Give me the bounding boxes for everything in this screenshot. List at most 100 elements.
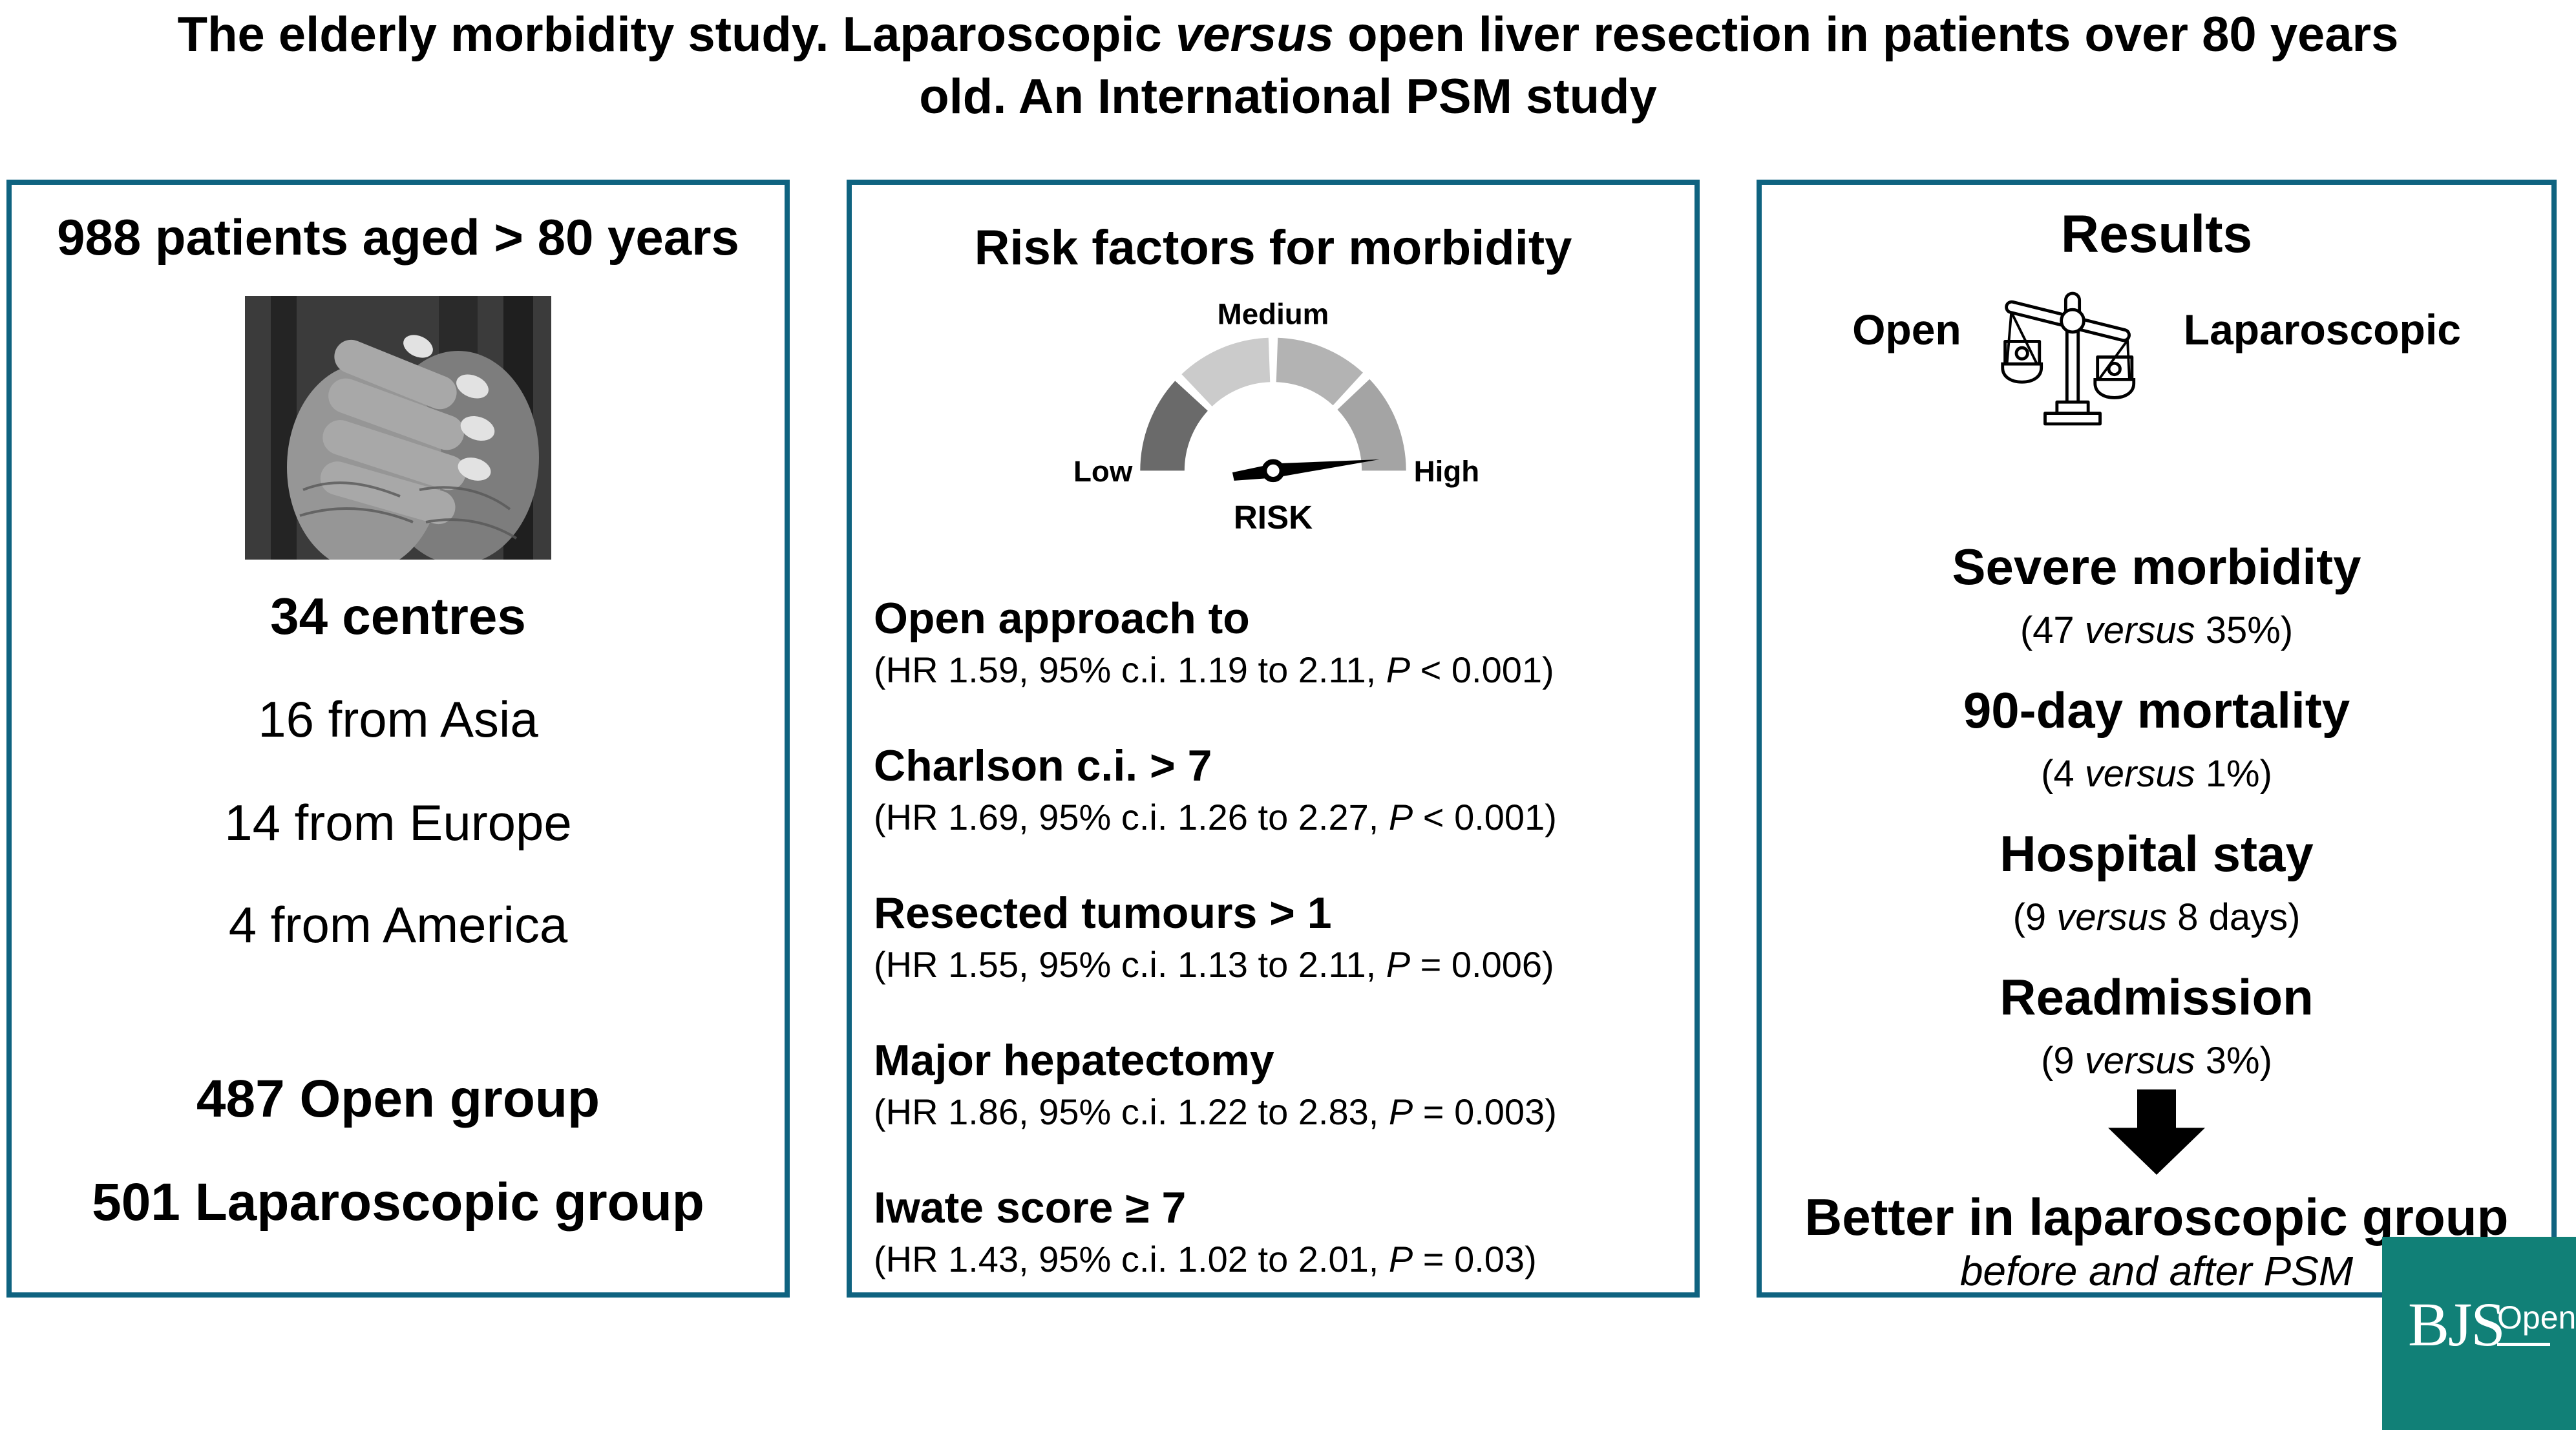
outcome-detail: (4 versus 1%) (1762, 752, 2551, 795)
outcome-detail: (9 versus 3%) (1762, 1039, 2551, 1082)
risk-factor-hr: (HR 1.59, 95% c.i. 1.19 to 2.11, P < 0.0… (874, 649, 1684, 691)
gauge-segment-medium-left (1181, 337, 1271, 406)
bjs-logo-underline (2497, 1343, 2550, 1346)
patients-panel: 988 patients aged > 80 years (6, 180, 790, 1298)
comparison-row: Open (1762, 282, 2551, 436)
risk-factors-panel: Risk factors for morbidity Medium Low Hi… (847, 180, 1700, 1298)
hr-text: = 0.003) (1413, 1091, 1557, 1132)
conclusion-subtext: before and after PSM (1959, 1248, 2354, 1294)
risk-factor-name: Major hepatectomy (874, 1036, 1274, 1085)
results-title: Results (2060, 205, 2253, 264)
risk-factor-charlson: Charlson c.i. > 7 (HR 1.69, 95% c.i. 1.2… (874, 741, 1684, 839)
detail-text: 3%) (2195, 1040, 2272, 1082)
risk-factor-resected-tumours: Resected tumours > 1 (HR 1.55, 95% c.i. … (874, 888, 1684, 986)
detail-text: (9 (2041, 1040, 2085, 1082)
versus-text: versus (2056, 896, 2168, 938)
risk-factor-name: Resected tumours > 1 (874, 888, 1332, 938)
fingernails (403, 335, 495, 481)
open-arm-label: Open (1852, 306, 1961, 353)
risk-factor-open-approach: Open approach to (HR 1.59, 95% c.i. 1.19… (874, 593, 1684, 691)
hr-text: (HR 1.55, 95% c.i. 1.13 to 2.11, (874, 944, 1386, 985)
outcome-detail: (9 versus 8 days) (1762, 896, 2551, 939)
laparoscopic-group-count: 501 Laparoscopic group (92, 1173, 704, 1232)
right-weight-hole (2107, 361, 2122, 377)
results-panel: Results Open (1757, 180, 2557, 1298)
hr-text: < 0.001) (1410, 649, 1554, 690)
detail-text: (47 (2020, 609, 2085, 651)
laparoscopic-arm-label: Laparoscopic (2183, 306, 2461, 353)
outcome-detail: (47 versus 35%) (1762, 609, 2551, 652)
hr-text: (HR 1.69, 95% c.i. 1.26 to 2.27, (874, 797, 1389, 837)
balance-scale-icon (2001, 291, 2135, 426)
versus-text: versus (2084, 753, 2195, 795)
risk-factor-name: Charlson c.i. > 7 (874, 741, 1212, 790)
gauge-segment-medium-right (1276, 337, 1363, 406)
outcome-severe-morbidity: Severe morbidity (1952, 538, 2361, 595)
risk-factor-major-hepatectomy: Major hepatectomy (HR 1.86, 95% c.i. 1.2… (874, 1035, 1684, 1133)
left-pan-bowl (2001, 362, 2043, 384)
risk-factor-name: Iwate score ≥ 7 (874, 1183, 1187, 1232)
right-pan-bowl (2093, 377, 2135, 399)
gauge-segment-high (1337, 379, 1406, 471)
hand-wrinkles (299, 481, 518, 540)
hr-text: < 0.001) (1413, 797, 1557, 837)
right-hanger-string (2126, 340, 2131, 380)
page-title: The elderly morbidity study. Laparoscopi… (138, 4, 2438, 128)
photo-shadow-streak (271, 296, 297, 560)
page-title-post: open liver resection in patients over 80… (919, 7, 2399, 124)
open-group-count: 487 Open group (196, 1069, 600, 1128)
p-symbol: P (1388, 1239, 1413, 1279)
gauge-high-label: High (1414, 455, 1480, 488)
versus-text: versus (2084, 609, 2195, 651)
risk-factor-hr: (HR 1.43, 95% c.i. 1.02 to 2.01, P = 0.0… (874, 1238, 1684, 1281)
patients-panel-title: 988 patients aged > 80 years (57, 209, 739, 266)
versus-text: versus (2084, 1040, 2195, 1082)
detail-text: (9 (2012, 896, 2057, 938)
conclusion-text: Better in laparoscopic group (1804, 1188, 2509, 1246)
gauge-medium-label: Medium (1218, 298, 1329, 331)
bjs-logo-text: BJS (2408, 1290, 2506, 1359)
risk-factor-iwate-score: Iwate score ≥ 7 (HR 1.43, 95% c.i. 1.02 … (874, 1183, 1684, 1281)
gauge-needle (1232, 459, 1380, 481)
outcome-hospital-stay: Hospital stay (2000, 825, 2314, 882)
risk-factor-hr: (HR 1.86, 95% c.i. 1.22 to 2.83, P = 0.0… (874, 1091, 1684, 1133)
hr-text: (HR 1.43, 95% c.i. 1.02 to 2.01, (874, 1239, 1389, 1279)
left-hanger-string (2005, 311, 2012, 364)
risk-gauge-icon: Medium Low High RISK (1073, 298, 1480, 536)
risk-factor-hr: (HR 1.55, 95% c.i. 1.13 to 2.11, P = 0.0… (874, 943, 1684, 986)
page-title-pre: The elderly morbidity study. Laparoscopi… (177, 7, 1176, 62)
outcome-readmission: Readmission (2000, 969, 2314, 1025)
centres-from-america: 4 from America (228, 896, 568, 953)
scale-base-upper (2055, 400, 2090, 415)
hr-text: (HR 1.86, 95% c.i. 1.22 to 2.83, (874, 1091, 1389, 1132)
down-arrow-icon (2108, 1089, 2205, 1175)
gauge-pivot (1262, 459, 1285, 483)
bjs-open-logo: BJS Open (2382, 1237, 2576, 1430)
risk-factors-title: Risk factors for morbidity (974, 220, 1572, 275)
p-symbol: P (1386, 649, 1411, 690)
p-symbol: P (1388, 1091, 1413, 1132)
hr-text: = 0.03) (1413, 1239, 1537, 1279)
scale-base-lower (2043, 412, 2102, 426)
scale-fulcrum (2059, 308, 2085, 334)
left-weight-hole (2014, 346, 2029, 361)
detail-text: 8 days) (2167, 896, 2301, 938)
elderly-hands-image (245, 296, 551, 560)
centres-from-asia: 16 from Asia (258, 691, 538, 748)
risk-factor-hr: (HR 1.69, 95% c.i. 1.26 to 2.27, P < 0.0… (874, 796, 1684, 839)
centres-from-europe: 14 from Europe (224, 794, 572, 851)
page-title-versus: versus (1175, 7, 1334, 62)
p-symbol: P (1386, 944, 1411, 985)
gauge-low-label: Low (1073, 455, 1133, 488)
gauge-risk-caption: RISK (1234, 499, 1313, 536)
detail-text: 35%) (2195, 609, 2294, 651)
p-symbol: P (1388, 797, 1413, 837)
right-hanger-string (2097, 339, 2129, 381)
centres-count: 34 centres (270, 587, 526, 645)
bjs-logo-open-text: Open (2497, 1299, 2576, 1336)
left-hanger-string (2010, 311, 2038, 365)
detail-text: 1%) (2195, 753, 2272, 795)
gauge-segment-low (1140, 381, 1208, 471)
outcome-90-day-mortality: 90-day mortality (1963, 682, 2350, 739)
